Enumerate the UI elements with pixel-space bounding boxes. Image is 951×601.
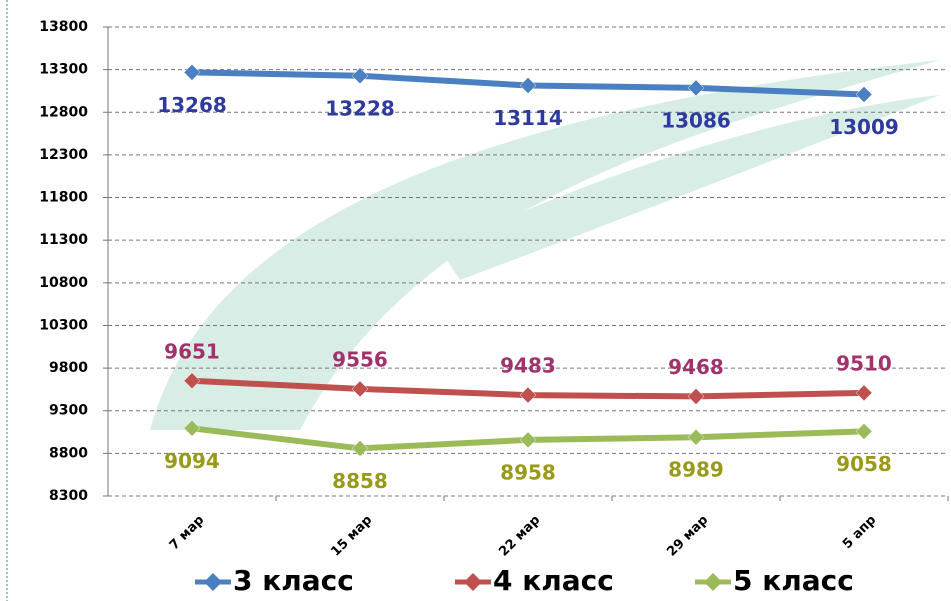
data-label: 13268 [157, 93, 227, 117]
point [520, 77, 536, 93]
point [352, 440, 368, 456]
data-label: 13114 [493, 106, 563, 130]
point [856, 385, 872, 401]
page: 8300 8800 9300 9800 10300 10800 11300 11800 1230… [0, 0, 951, 601]
point [520, 432, 536, 448]
y-tick-label: 11800 [39, 190, 88, 206]
data-label: 9651 [164, 339, 220, 363]
y-tick-label: 10800 [39, 275, 88, 291]
y-tick-label: 13800 [39, 19, 88, 35]
y-tick-label: 9800 [49, 360, 88, 376]
point [352, 68, 368, 84]
y-tick-label: 8300 [49, 488, 88, 504]
legend-marker [464, 573, 482, 591]
x-tick-label: 15 мар [328, 513, 375, 560]
point [856, 423, 872, 439]
y-tick-label: 10300 [39, 317, 88, 333]
y-tick-label: 12800 [39, 104, 88, 120]
y-tick-label: 9300 [49, 403, 88, 419]
legend-label: 5 класс [733, 564, 854, 597]
data-label: 8989 [668, 458, 724, 482]
legend-marker [704, 573, 722, 591]
legend-marker [204, 573, 222, 591]
point [184, 64, 200, 80]
data-label: 13009 [829, 115, 899, 139]
x-tick-label: 22 мар [496, 513, 543, 560]
y-tick-label: 12300 [39, 147, 88, 163]
x-tick-label: 29 мар [664, 513, 711, 560]
y-tick-label: 8800 [49, 445, 88, 461]
data-label: 9094 [164, 449, 220, 473]
point [352, 381, 368, 397]
point [688, 429, 704, 445]
data-label: 9556 [332, 347, 388, 371]
legend-label: 3 класс [233, 564, 354, 597]
point [856, 86, 872, 102]
data-label: 13228 [325, 96, 395, 120]
data-label: 9468 [668, 355, 724, 379]
chart: 8300 8800 9300 9800 10300 10800 11300 11800 1230… [0, 0, 951, 601]
point [688, 80, 704, 96]
data-label: 8958 [500, 460, 556, 484]
data-label: 9058 [836, 452, 892, 476]
y-tick-label: 11300 [39, 232, 88, 248]
data-label: 9483 [500, 354, 556, 378]
data-label: 8858 [332, 469, 388, 493]
x-tick-label: 5 апр [840, 513, 879, 552]
point [520, 387, 536, 403]
legend-label: 4 класс [493, 564, 614, 597]
data-label: 9510 [836, 351, 892, 375]
y-tick-label: 13300 [39, 62, 88, 78]
x-tick-label: 7 мар [167, 513, 208, 554]
data-label: 13086 [661, 108, 731, 132]
point [688, 388, 704, 404]
